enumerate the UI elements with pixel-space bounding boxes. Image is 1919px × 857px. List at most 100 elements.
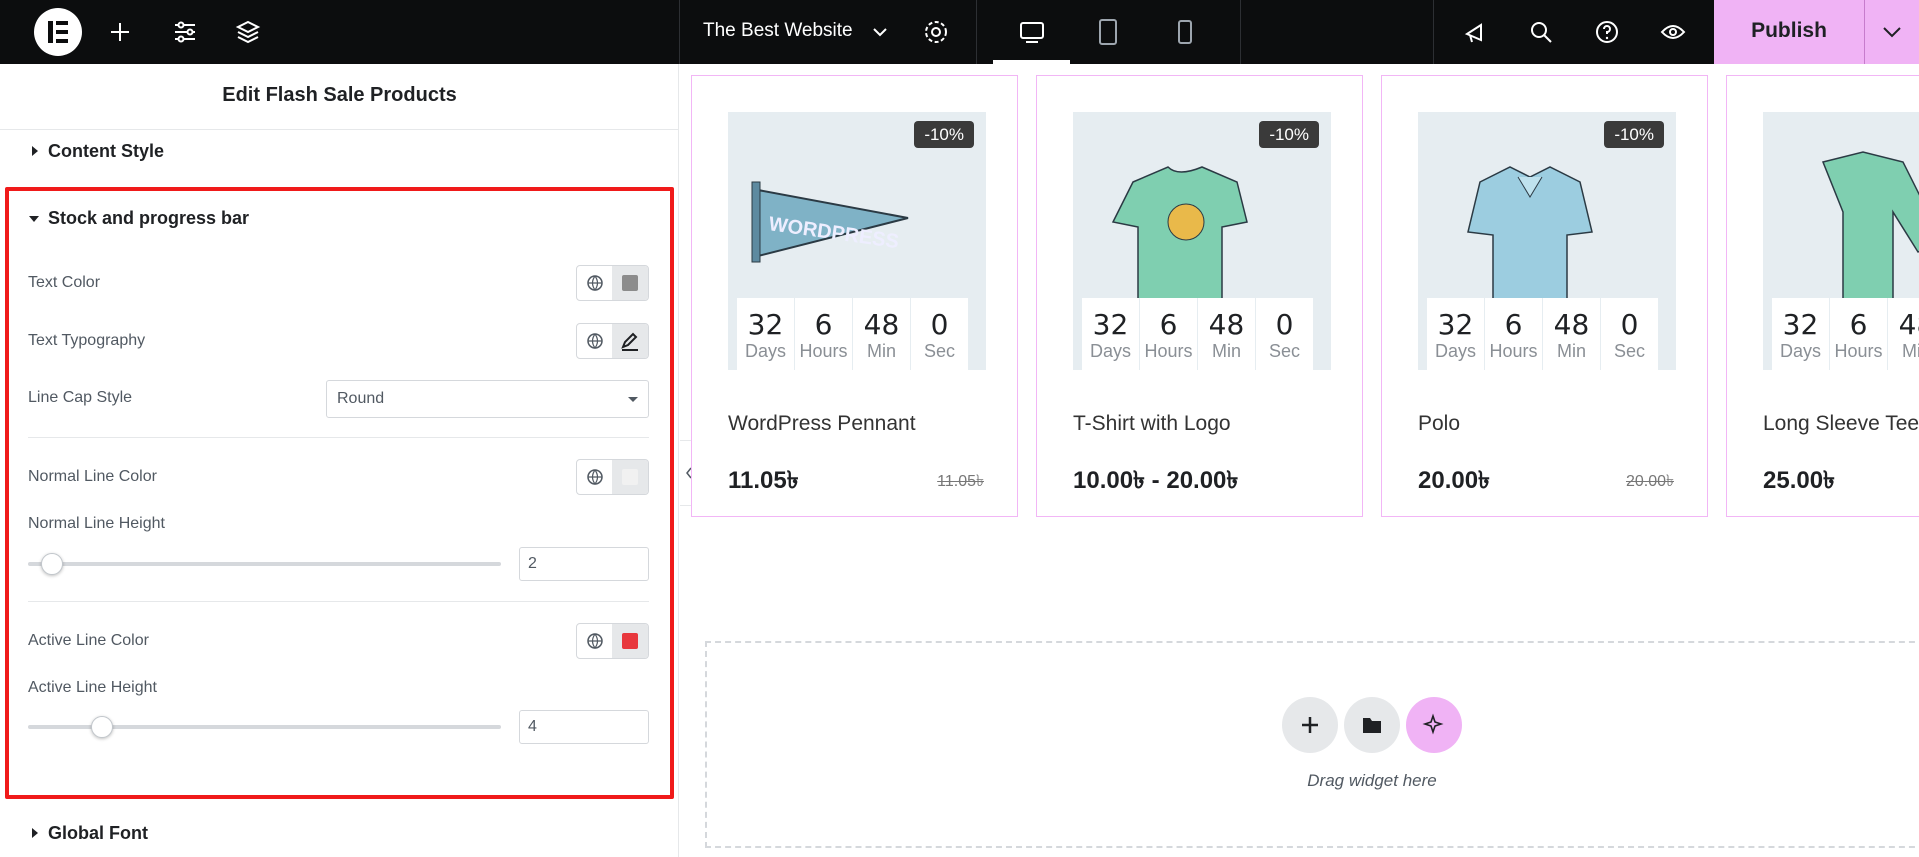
countdown-value: 0 xyxy=(1620,308,1639,341)
add-section[interactable] xyxy=(1282,697,1338,753)
section-header[interactable]: Stock and progress bar xyxy=(48,208,250,228)
control-label: Line Cap Style xyxy=(28,389,133,406)
panel-title: Edit Flash Sale Products xyxy=(222,84,457,106)
countdown-unit: Days xyxy=(1089,341,1131,361)
product-name: T-Shirt with Logo xyxy=(1073,412,1231,435)
countdown-cell: 0 Sec xyxy=(1601,298,1659,370)
desktop-view[interactable] xyxy=(1014,14,1050,50)
countdown-unit: Hours xyxy=(799,341,848,361)
product-image: -10% 32 Days 6 Hours 48 Min 0 Sec xyxy=(1418,112,1676,370)
product-image: WORDPRESS -10% 32 Days 6 Hours 48 Min 0 Sec xyxy=(728,112,986,370)
ai-button[interactable] xyxy=(1406,697,1462,753)
section-header[interactable]: Global Font xyxy=(48,823,148,843)
countdown-unit: Hours xyxy=(1144,341,1193,361)
publish-button[interactable]: Publish xyxy=(1714,0,1864,64)
help[interactable] xyxy=(1589,14,1625,50)
countdown-value: 48 xyxy=(1553,308,1590,341)
countdown-unit: Sec xyxy=(923,341,956,361)
countdown-value: 6 xyxy=(814,308,833,341)
countdown-unit: Days xyxy=(1779,341,1821,361)
site-settings[interactable] xyxy=(918,14,954,50)
mobile-view[interactable] xyxy=(1167,14,1203,50)
countdown-unit: Hours xyxy=(1489,341,1538,361)
countdown-cell: 32 Days xyxy=(1427,298,1485,370)
top-bar: The Best Website Publish xyxy=(0,0,1919,64)
logo[interactable] xyxy=(33,7,83,57)
countdown-cell: 0 Sec xyxy=(1256,298,1314,370)
control-label: Active Line Color xyxy=(28,632,149,649)
countdown-unit: Sec xyxy=(1268,341,1301,361)
countdown-unit: Days xyxy=(744,341,786,361)
slider-thumb[interactable] xyxy=(41,553,63,575)
layers-button[interactable] xyxy=(230,14,266,50)
countdown-cell: 0 Sec xyxy=(911,298,969,370)
product-card[interactable]: -10% 32 Days 6 Hours 48 Min 0 Sec T-Shirt with Lo… xyxy=(1036,75,1363,517)
countdown-unit: Sec xyxy=(1613,341,1646,361)
countdown-unit: Min xyxy=(1556,341,1586,361)
control-label: Normal Line Color xyxy=(28,468,157,485)
search[interactable] xyxy=(1523,14,1559,50)
countdown-value: 48 xyxy=(863,308,900,341)
countdown-cell: 6 Hours xyxy=(1485,298,1543,370)
tablet-view[interactable] xyxy=(1090,14,1126,50)
control-label: Text Typography xyxy=(28,332,146,349)
countdown-value: 6 xyxy=(1504,308,1523,341)
product-price: 20.00৳ xyxy=(1418,467,1491,494)
color-control[interactable] xyxy=(576,265,649,301)
old-price: 11.05৳ xyxy=(937,473,984,490)
countdown-value: 0 xyxy=(1275,308,1294,341)
site-name[interactable]: The Best Website xyxy=(703,20,853,41)
color-control[interactable] xyxy=(576,623,649,659)
countdown-value: 48 xyxy=(1898,308,1919,341)
discount-badge: -10% xyxy=(1259,121,1319,148)
product-image: -10% 32 Days 6 Hours 48 Min 0 Sec xyxy=(1073,112,1331,370)
countdown-value: 6 xyxy=(1849,308,1868,341)
announcements[interactable] xyxy=(1458,14,1494,50)
section-header[interactable]: Content Style xyxy=(48,141,165,161)
old-price: 20.00৳ xyxy=(1625,473,1674,490)
number-input[interactable]: 4 xyxy=(519,710,649,744)
countdown-cell: 6 Hours xyxy=(1830,298,1888,370)
countdown-value: 0 xyxy=(930,308,949,341)
countdown: 32 Days 6 Hours 48 Min 0 Sec xyxy=(1082,298,1314,370)
countdown-unit: Min xyxy=(1901,341,1919,361)
countdown-value: 32 xyxy=(1437,308,1474,341)
drop-zone xyxy=(705,641,1919,848)
publish-menu[interactable] xyxy=(1864,0,1919,64)
product-name: Polo xyxy=(1418,412,1461,435)
select[interactable]: Round xyxy=(326,380,649,418)
countdown-cell: 32 Days xyxy=(1772,298,1830,370)
number-input[interactable]: 2 xyxy=(519,547,649,581)
select-value: Round xyxy=(337,390,385,407)
countdown-unit: Min xyxy=(1211,341,1241,361)
site-menu[interactable] xyxy=(862,14,898,50)
color-control[interactable] xyxy=(576,459,649,495)
slider-thumb[interactable] xyxy=(91,716,113,738)
add-template[interactable] xyxy=(1344,697,1400,753)
drop-hint: Drag widget here xyxy=(1307,771,1437,790)
product-card[interactable]: -10% 32 Days 6 Hours 48 Min 0 Sec Polo 20.00৳ 20.00… xyxy=(1381,75,1708,517)
settings-button[interactable] xyxy=(167,14,203,50)
control-label: Active Line Height xyxy=(28,679,157,696)
product-card[interactable]: WORDPRESS -10% 32 Days 6 Hours 48 Min 0 Sec WordPr… xyxy=(691,75,1018,517)
control-label: Normal Line Height xyxy=(28,515,165,532)
countdown-cell: 32 Days xyxy=(737,298,795,370)
typography-control[interactable] xyxy=(576,323,649,359)
discount-badge: -10% xyxy=(914,121,974,148)
preview[interactable] xyxy=(1655,14,1691,50)
countdown-value: 6 xyxy=(1159,308,1178,341)
add-button[interactable] xyxy=(102,14,138,50)
countdown-unit: Days xyxy=(1434,341,1476,361)
product-price: 11.05৳ xyxy=(728,467,799,494)
product-name: WordPress Pennant xyxy=(728,412,916,435)
product-name: Long Sleeve Tee xyxy=(1763,412,1919,435)
discount-badge: -10% xyxy=(1604,121,1664,148)
countdown-value: 32 xyxy=(1092,308,1129,341)
